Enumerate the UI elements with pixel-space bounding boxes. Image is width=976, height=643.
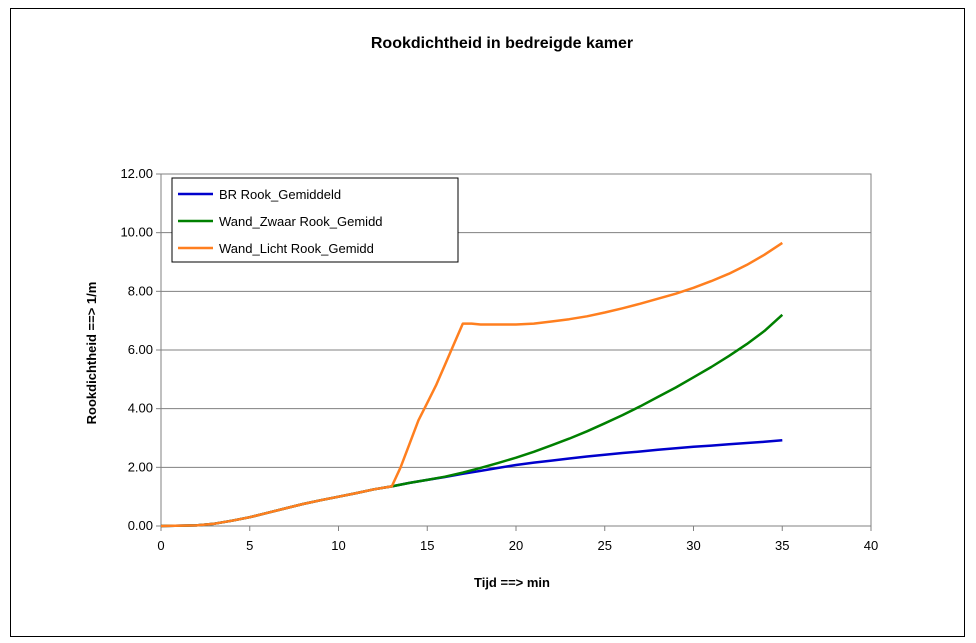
y-tick-label: 12.00 — [120, 166, 153, 181]
chart-frame: Rookdichtheid in bedreigde kamer Tijd ==… — [10, 8, 965, 637]
x-tick-label: 5 — [246, 538, 253, 553]
line-chart: Rookdichtheid in bedreigde kamer Tijd ==… — [84, 35, 878, 590]
x-tick-label: 40 — [864, 538, 878, 553]
y-tick-label: 10.00 — [120, 225, 153, 240]
series-line — [160, 241, 783, 528]
series-lines — [160, 241, 784, 528]
y-tick-label: 4.00 — [128, 401, 153, 416]
x-tick-label: 30 — [686, 538, 700, 553]
x-tick-label: 20 — [509, 538, 523, 553]
y-tick-label: 6.00 — [128, 342, 153, 357]
x-axis: 0 5 10 15 20 25 30 35 40 — [157, 526, 878, 553]
x-axis-title: Tijd ==> min — [474, 575, 550, 590]
y-axis: 0.00 2.00 4.00 6.00 8.00 10.00 12.00 — [120, 166, 161, 533]
legend-label: Wand_Zwaar Rook_Gemidd — [219, 214, 383, 229]
legend: BR Rook_Gemiddeld Wand_Zwaar Rook_Gemidd W… — [171, 177, 459, 263]
x-tick-label: 10 — [331, 538, 345, 553]
x-tick-label: 35 — [775, 538, 789, 553]
x-tick-label: 0 — [157, 538, 164, 553]
y-tick-label: 0.00 — [128, 518, 153, 533]
y-axis-title: Rookdichtheid ==> 1/m — [84, 282, 99, 425]
legend-label: BR Rook_Gemiddeld — [219, 187, 341, 202]
y-tick-label: 2.00 — [128, 459, 153, 474]
y-tick-label: 8.00 — [128, 283, 153, 298]
chart-title: Rookdichtheid in bedreigde kamer — [371, 35, 633, 52]
x-tick-label: 15 — [420, 538, 434, 553]
legend-label: Wand_Licht Rook_Gemidd — [219, 241, 374, 256]
x-tick-label: 25 — [598, 538, 612, 553]
legend-box — [171, 177, 459, 263]
